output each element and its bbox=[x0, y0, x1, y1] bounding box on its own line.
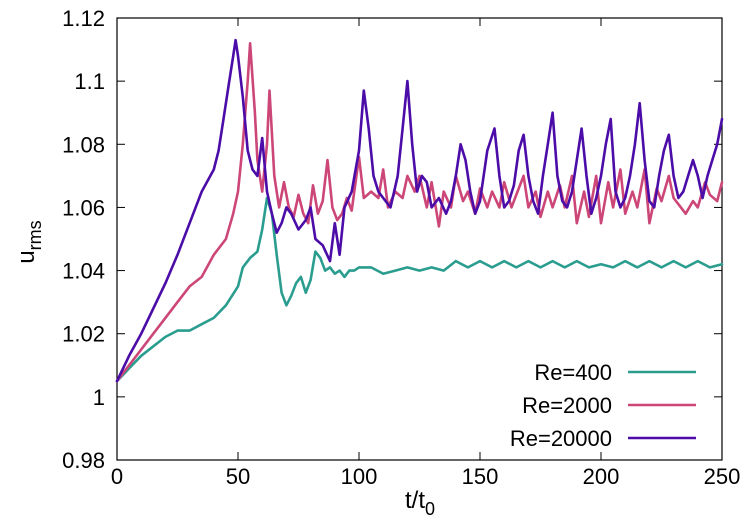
legend-label-re-2000: Re=2000 bbox=[522, 393, 612, 418]
legend-label-re-400: Re=400 bbox=[534, 360, 612, 385]
y-tick-label: 1.1 bbox=[74, 69, 105, 94]
series-line-re-2000 bbox=[115, 41, 724, 383]
plot-frame bbox=[116, 17, 723, 461]
y-tick-label: 1.04 bbox=[62, 259, 105, 284]
legend-label-re-20000: Re=20000 bbox=[510, 426, 612, 451]
y-tick-label: 1.08 bbox=[62, 132, 105, 157]
x-axis-label: t/t0 bbox=[405, 487, 435, 519]
y-tick-label: 1.12 bbox=[62, 6, 105, 31]
x-tick-label: 150 bbox=[462, 464, 499, 489]
x-tick-label: 50 bbox=[226, 464, 250, 489]
legend: Re=400 Re=2000 Re=20000 bbox=[510, 360, 696, 451]
x-tick-label: 100 bbox=[341, 464, 378, 489]
y-tick-label: 0.98 bbox=[62, 448, 105, 473]
y-tick-label: 1 bbox=[93, 385, 105, 410]
y-axis-label: urms bbox=[13, 220, 45, 263]
y-tick-label: 1.06 bbox=[62, 195, 105, 220]
x-tick-label: 200 bbox=[583, 464, 620, 489]
y-tick-label: 1.02 bbox=[62, 322, 105, 347]
series-layer bbox=[115, 38, 724, 383]
series-line-re-400 bbox=[115, 196, 724, 383]
ticks-layer: 0 50 100 150 200 250 0.98 1 1.02 1.04 1.06 1.08 1.1 1… bbox=[62, 6, 740, 489]
x-tick-label: 0 bbox=[111, 464, 123, 489]
series-line-re-20000 bbox=[115, 38, 724, 383]
x-tick-label: 250 bbox=[704, 464, 741, 489]
